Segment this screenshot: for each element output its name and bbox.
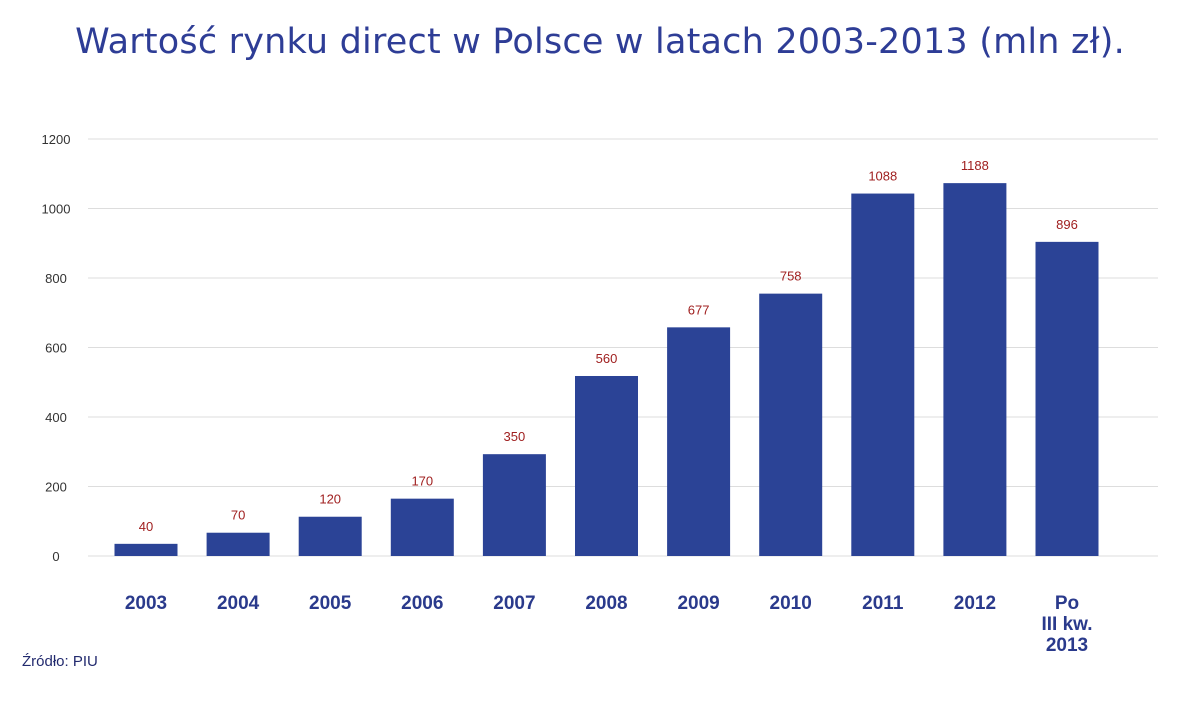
bar [114, 543, 178, 556]
data-labels: 40 70 120 170 350 560 677 758 1088 1188 896 [139, 158, 1078, 534]
data-label: 70 [231, 508, 245, 523]
x-tick-label: 2008 [585, 593, 627, 614]
x-tick-label: Po III kw. 2013 [1041, 593, 1092, 656]
bar [390, 498, 454, 556]
y-tick-label: 600 [45, 341, 67, 356]
data-label: 120 [319, 492, 341, 507]
y-tick-label: 0 [52, 549, 59, 564]
data-label: 40 [139, 519, 153, 534]
data-label: 350 [504, 429, 526, 444]
data-label: 560 [596, 351, 618, 366]
x-tick-label: 2010 [770, 593, 812, 614]
x-tick-label: 2007 [493, 593, 535, 614]
chart-title: Wartość rynku direct w Polsce w latach 2… [75, 22, 1125, 62]
bars [114, 183, 1099, 557]
data-label: 758 [780, 269, 802, 284]
y-axis-ticks: 0 200 400 600 800 1000 1200 [42, 132, 71, 564]
x-tick-label: 2003 [125, 593, 167, 614]
source-note: Źródło: PIU [22, 653, 98, 670]
x-axis-ticks: 2003 2004 2005 2006 2007 2008 2009 2010 2011 2012… [125, 593, 1093, 656]
x-tick-label: 2011 [862, 593, 904, 614]
y-tick-label: 1200 [42, 132, 71, 147]
bar [759, 293, 823, 556]
data-label: 1188 [961, 158, 989, 173]
x-tick-label: 2006 [401, 593, 443, 614]
x-tick-label: 2012 [954, 593, 996, 614]
bar [575, 375, 638, 556]
data-label: 896 [1056, 217, 1078, 232]
x-tick-label: 2005 [309, 593, 352, 614]
bar [851, 193, 915, 556]
bar [298, 516, 362, 556]
bar [943, 183, 1007, 556]
y-tick-label: 200 [45, 480, 67, 495]
data-label: 1088 [868, 169, 897, 184]
bar [206, 532, 270, 556]
data-label: 170 [411, 474, 433, 489]
x-tick-label: 2009 [677, 593, 719, 614]
y-tick-label: 400 [45, 410, 67, 425]
y-tick-label: 800 [45, 271, 67, 286]
x-tick-label: 2004 [217, 593, 260, 614]
data-label: 677 [688, 302, 710, 317]
bar [1035, 241, 1099, 557]
bar [482, 454, 546, 556]
y-tick-label: 1000 [42, 202, 71, 217]
bar [667, 327, 731, 556]
